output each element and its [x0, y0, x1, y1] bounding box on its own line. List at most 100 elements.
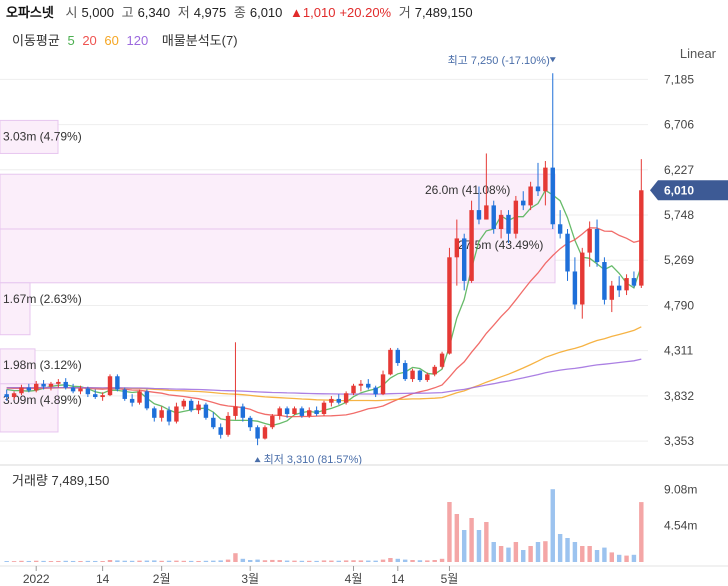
volume-bar — [314, 560, 319, 562]
volume-bar — [410, 560, 415, 562]
volume-bar — [196, 560, 201, 562]
price-axis[interactable]: 7,185 6,706 6,227 5,748 5,269 4,790 4,311 3,832… — [650, 72, 728, 448]
volume-bar — [506, 547, 511, 562]
candle-body — [417, 370, 423, 381]
x-tick-label: 14 — [96, 572, 110, 586]
candle-body — [321, 402, 327, 415]
candle-body — [336, 398, 341, 403]
volume-profile-bar — [0, 119, 59, 154]
volume-bar — [33, 560, 39, 562]
candle-body — [491, 205, 496, 229]
x-tick-label: 4월 — [345, 572, 363, 586]
volume-bar — [292, 560, 297, 562]
candle-body — [639, 190, 644, 286]
volume-bar — [336, 560, 341, 562]
volume-bar — [270, 559, 275, 562]
volume-bar — [321, 560, 327, 562]
candle-body — [137, 391, 142, 403]
annotations: 최고 7,250 (-17.10%) 최저 3,310 (81.57%) — [254, 54, 556, 466]
candle-body — [48, 383, 54, 387]
volume-bar — [358, 560, 364, 562]
volume-bar — [484, 522, 489, 562]
volume-bar — [439, 558, 445, 562]
scale-mode-toggle[interactable]: Linear — [679, 46, 716, 61]
volume-profile-label: 매물분석도(7) — [161, 33, 238, 48]
candle-body — [262, 427, 268, 439]
stock-name[interactable]: 오파스넷 — [6, 5, 54, 20]
volume-profile-bar — [0, 173, 556, 230]
candle-body — [476, 210, 482, 220]
volume-bar — [211, 560, 216, 562]
volume-bar — [41, 560, 46, 562]
high-marker-icon — [549, 57, 556, 63]
price-change: ▲1,010 — [290, 5, 336, 20]
volume-bar — [240, 558, 246, 562]
candle-body — [506, 214, 511, 234]
candle-body — [56, 381, 61, 384]
candle-body — [218, 427, 223, 435]
candle-body — [380, 374, 386, 395]
volume-bar — [11, 561, 17, 562]
volume-bar — [402, 559, 408, 562]
candle-body — [587, 228, 592, 253]
volume-bar — [188, 560, 194, 562]
price-tick-label: 6,227 — [664, 163, 694, 177]
close-price: 6,010 — [249, 5, 283, 20]
volume-value: 7,489,150 — [414, 5, 473, 20]
candle-body — [115, 376, 120, 390]
x-tick-label: 2022 — [23, 572, 50, 586]
candle-body — [181, 400, 187, 407]
candle-body — [388, 349, 393, 375]
price-tick-label: 6,706 — [664, 118, 694, 132]
price-change-percent: +20.20% — [339, 5, 392, 20]
candle-body — [535, 186, 541, 192]
moving-average-legend[interactable]: 이동평균 5 20 60 120 매물분석도(7) — [12, 30, 242, 49]
volume-bar — [557, 534, 563, 562]
volume-bar — [565, 538, 570, 562]
current-price-tag — [650, 180, 728, 201]
volume-label: 거 — [398, 5, 411, 20]
high-label: 고 — [121, 5, 134, 20]
volume-bar — [631, 554, 637, 562]
volume-bar — [521, 550, 526, 562]
ma-60-label: 60 — [104, 33, 119, 48]
candle-body — [543, 167, 548, 192]
volume-bar — [166, 560, 172, 562]
candle-body — [270, 415, 275, 428]
candle-body — [528, 186, 533, 206]
volume-bar — [366, 560, 371, 562]
volume-tick-label: 4.54m — [664, 519, 697, 533]
low-marker-icon — [254, 457, 261, 463]
candle-body — [4, 394, 9, 398]
volume-bar — [528, 546, 533, 562]
candle-body — [624, 278, 629, 291]
candle-body — [314, 410, 319, 415]
candle-body — [277, 408, 282, 416]
volume-bar — [233, 553, 238, 562]
volume-bar — [373, 560, 378, 562]
candle-body — [188, 400, 194, 411]
volume-profile-bar — [0, 282, 31, 336]
ma-120-line — [6, 358, 642, 395]
volume-profile-label: 3.03m (4.79%) — [3, 129, 82, 143]
candle-body — [631, 278, 637, 286]
volume-bar — [535, 542, 541, 562]
volume-bar — [115, 560, 120, 562]
candle-body — [247, 417, 253, 428]
volume-bar — [299, 560, 305, 562]
volume-bars — [4, 489, 644, 562]
volume-bar — [388, 558, 393, 562]
close-label: 종 — [233, 5, 246, 20]
volume-bar — [587, 546, 592, 562]
volume-bar — [543, 541, 548, 562]
candle-body — [70, 387, 76, 392]
volume-bar — [122, 560, 127, 562]
low-price: 4,975 — [193, 5, 227, 20]
time-axis[interactable]: 2022 14 2월 3월 4월 14 5월 — [0, 565, 728, 586]
candle-body — [240, 406, 246, 418]
volume-profile: 3.03m (4.79%)26.0m (41.08%)27.5m (43.49%… — [0, 119, 556, 433]
candle-body — [343, 393, 349, 403]
candle-body — [594, 228, 600, 263]
volume-bar — [152, 560, 157, 562]
